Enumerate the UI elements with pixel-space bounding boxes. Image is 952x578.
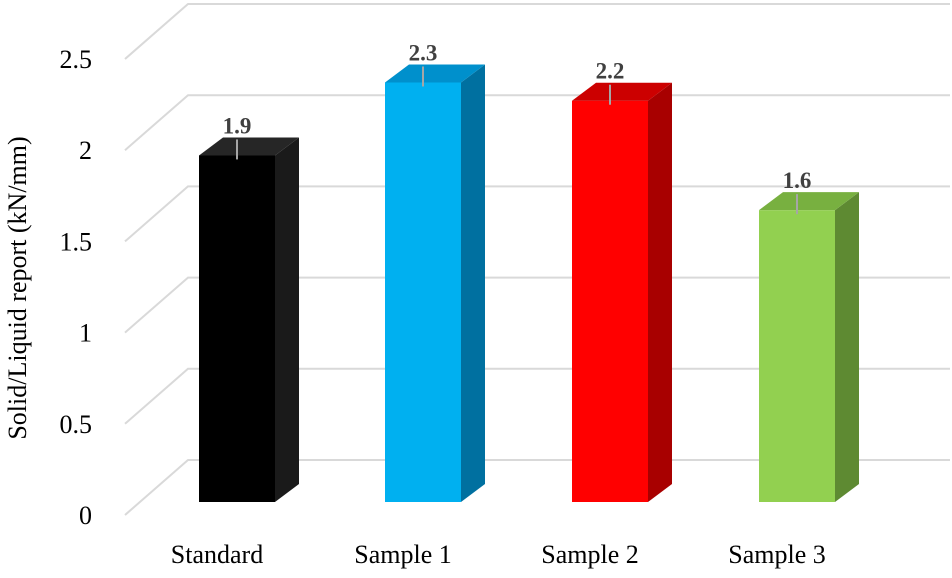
data-label: 2.3: [409, 40, 438, 65]
gridline: [124, 185, 950, 243]
bar: [385, 64, 485, 502]
y-tick-label: 2: [79, 136, 92, 165]
x-category-label: Sample 3: [728, 540, 826, 569]
gridline: [124, 276, 950, 334]
bar-top: [759, 192, 859, 211]
gridline: [124, 3, 950, 60]
gridline: [124, 367, 950, 425]
bar: [759, 192, 859, 502]
data-label: 1.9: [223, 113, 252, 138]
x-category-label: Sample 1: [354, 540, 452, 569]
bar-top: [572, 82, 672, 101]
gridline: [124, 94, 950, 151]
data-label: 2.2: [596, 59, 625, 84]
y-tick-label: 0: [79, 501, 92, 530]
y-tick-label: 1: [79, 319, 92, 348]
bar-front: [385, 82, 461, 502]
gridlines: [124, 3, 950, 516]
bar-side: [461, 64, 485, 502]
bar-side: [835, 192, 859, 502]
bar-top: [385, 64, 485, 83]
y-axis-ticks: 0 0.5 1 1.5 2 2.5: [60, 45, 93, 530]
bar-side: [275, 137, 299, 502]
y-tick-label: 2.5: [60, 45, 93, 74]
bar: [572, 82, 672, 502]
x-category-label: Standard: [171, 540, 263, 569]
x-category-label: Sample 2: [541, 540, 639, 569]
bar-front: [759, 210, 835, 502]
y-tick-label: 0.5: [60, 410, 93, 439]
bar-side: [648, 82, 672, 502]
gridline: [124, 459, 950, 516]
data-label: 1.6: [783, 168, 812, 193]
x-axis-categories: Standard Sample 1 Sample 2 Sample 3: [171, 540, 826, 569]
bar: [199, 137, 299, 502]
y-tick-label: 1.5: [60, 227, 93, 256]
data-labels: 1.9 2.3 2.2 1.6: [223, 40, 812, 193]
bars: [199, 64, 859, 502]
bar-front: [199, 155, 275, 502]
bar-top: [199, 137, 299, 156]
bar-front: [572, 100, 648, 502]
y-axis-label: Solid/Liquid report (kN/mm): [3, 136, 32, 439]
